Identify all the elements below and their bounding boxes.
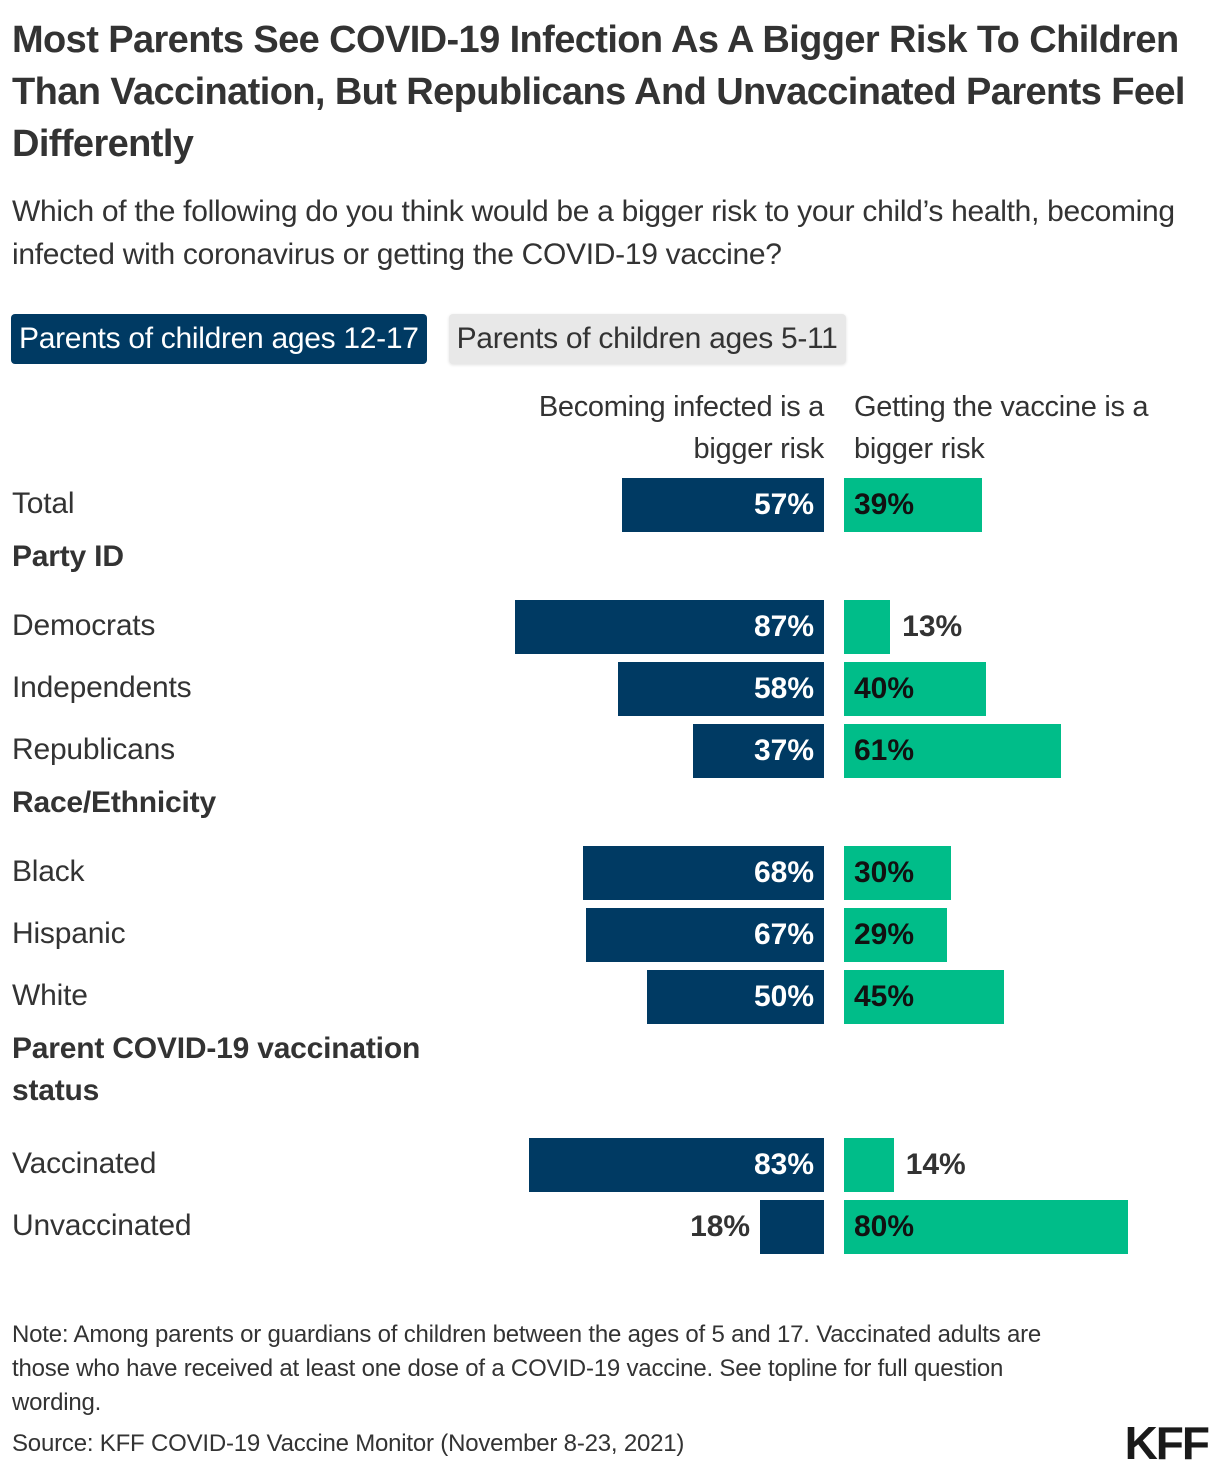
row-label: Black: [12, 855, 85, 888]
bar-infected: [646, 970, 824, 1024]
value-label-vaccine: 29%: [854, 918, 915, 951]
bar-infected: [621, 478, 824, 532]
value-label-infected: 58%: [753, 672, 814, 705]
bar-vaccine: [844, 478, 983, 532]
value-label-vaccine: 30%: [854, 856, 915, 889]
value-label-infected: 68%: [753, 856, 814, 889]
bar-vaccine: [844, 662, 986, 716]
value-label-vaccine: 61%: [854, 734, 915, 767]
section-label: Party ID: [12, 540, 124, 573]
row-label: Vaccinated: [12, 1147, 157, 1180]
section-label: Race/Ethnicity: [12, 786, 216, 819]
bar-vaccine: [844, 908, 947, 962]
bar-vaccine: [844, 846, 951, 900]
footnote: Note: Among parents or guardians of chil…: [12, 1321, 1042, 1416]
bar-infected: [760, 1200, 824, 1254]
value-label-infected: 57%: [753, 488, 814, 521]
row-label: Total: [12, 487, 75, 520]
bar-vaccine: [844, 970, 1004, 1024]
row-label: Independents: [12, 671, 192, 704]
row-label: Hispanic: [12, 917, 126, 950]
bar-infected: [692, 724, 824, 778]
value-label-vaccine: 45%: [854, 980, 915, 1013]
bar-infected: [529, 1138, 824, 1192]
row-label: White: [12, 979, 88, 1012]
value-label-infected: 67%: [753, 918, 814, 951]
section-label: Parent COVID-19 vaccination status: [12, 1032, 421, 1107]
diverging-bar-chart: Total 57% 39% Party ID Democrats 87% 13% Indepe…: [0, 470, 1220, 1270]
bar-infected: [582, 846, 824, 900]
value-label-vaccine: 80%: [854, 1210, 915, 1243]
bar-infected: [586, 908, 824, 962]
chart-title: Most Parents See COVID-19 Infection As A…: [12, 19, 1185, 165]
bar-infected: [618, 662, 824, 716]
age-group-tabs: Parents of children ages 12-17 Parents o…: [11, 314, 846, 364]
value-label-infected: 83%: [753, 1148, 814, 1181]
bar-vaccine: [844, 724, 1061, 778]
value-label-vaccine: 40%: [854, 672, 915, 705]
value-label-infected: 18%: [690, 1210, 751, 1243]
source-note: Source: KFF COVID-19 Vaccine Monitor (No…: [12, 1430, 685, 1457]
legend-infected: Becoming infected is a bigger risk: [538, 391, 824, 465]
value-label-vaccine: 39%: [854, 488, 915, 521]
value-label-vaccine: 13%: [902, 610, 963, 643]
bar-infected: [515, 600, 824, 654]
value-label-vaccine: 14%: [905, 1148, 966, 1181]
tab-ages-12-17[interactable]: Parents of children ages 12-17: [11, 314, 427, 364]
row-label: Republicans: [12, 733, 175, 766]
bar-vaccine: [844, 1138, 894, 1192]
row-label: Unvaccinated: [12, 1209, 192, 1242]
value-label-infected: 37%: [753, 734, 814, 767]
chart-subtitle: Which of the following do you think woul…: [12, 195, 1175, 271]
kff-logo: KFF: [1124, 1417, 1210, 1469]
bar-vaccine: [844, 1200, 1128, 1254]
value-label-infected: 50%: [753, 980, 814, 1013]
bar-vaccine: [844, 600, 891, 654]
legend-vaccine: Getting the vaccine is a bigger risk: [854, 391, 1149, 465]
tab-ages-5-11[interactable]: Parents of children ages 5-11: [448, 314, 846, 364]
row-label: Democrats: [12, 609, 156, 642]
value-label-infected: 87%: [753, 610, 814, 643]
